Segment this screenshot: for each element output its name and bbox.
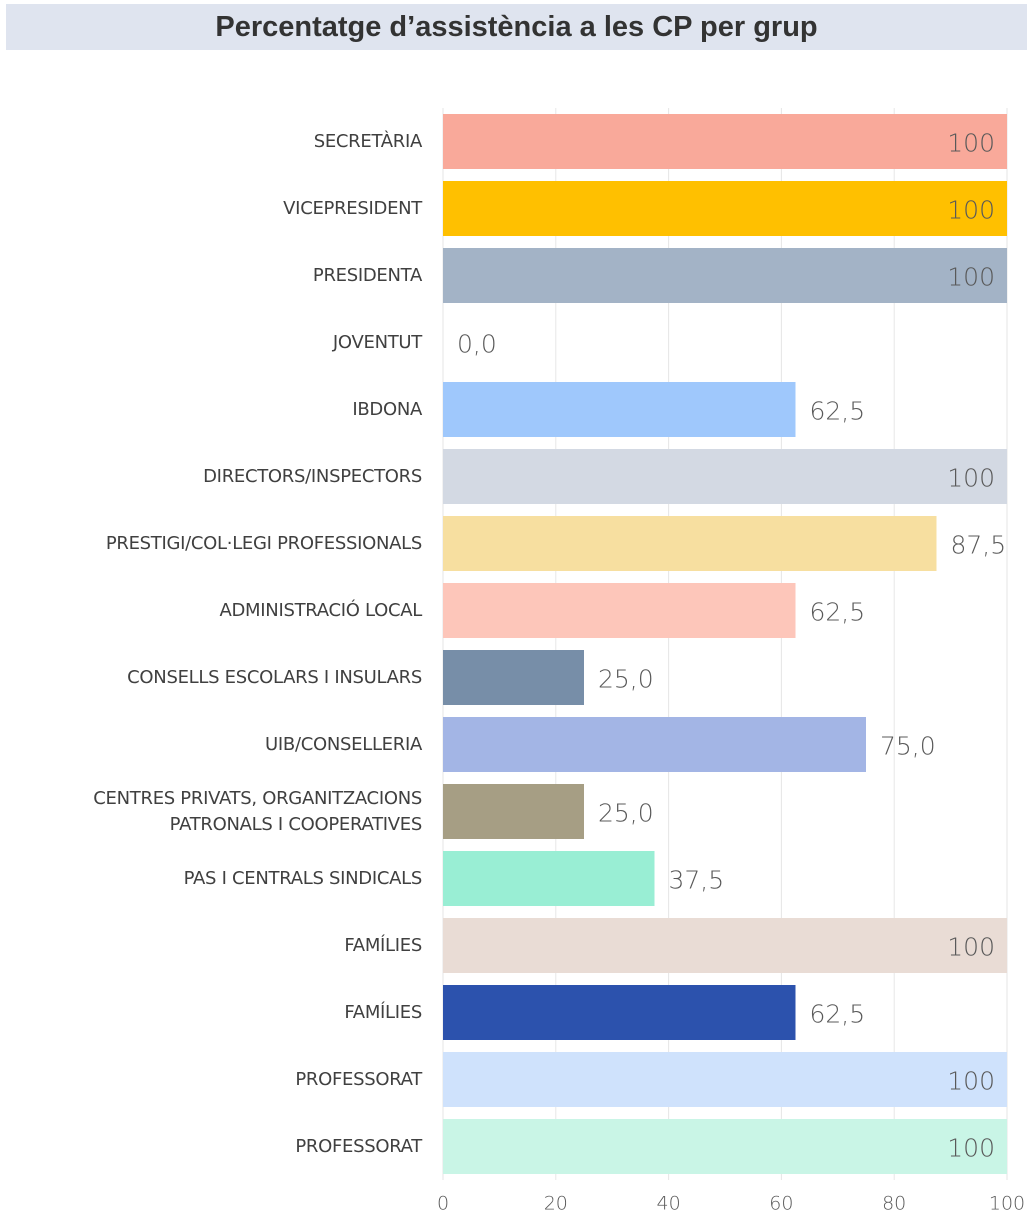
value-label: 25,0 bbox=[598, 799, 654, 828]
bar bbox=[443, 449, 1007, 504]
value-label: 25,0 bbox=[598, 665, 654, 694]
chart-title: Percentatge d’assistència a les CP per g… bbox=[6, 4, 1027, 50]
y-tick-label: JOVENTUT bbox=[332, 331, 422, 353]
y-tick-label: SECRETÀRIA bbox=[313, 130, 423, 152]
y-tick-label: FAMÍLIES bbox=[344, 1001, 422, 1023]
x-tick-label: 60 bbox=[769, 1193, 793, 1215]
y-tick-label: CONSELLS ESCOLARS I INSULARS bbox=[127, 666, 422, 688]
bar bbox=[443, 1119, 1007, 1174]
y-tick-label: IBDONA bbox=[352, 398, 422, 420]
x-tick-label: 20 bbox=[544, 1193, 568, 1215]
y-tick-label: PROFESSORAT bbox=[295, 1068, 422, 1090]
y-tick-label: CENTRES PRIVATS, ORGANITZACIONS PATRONAL… bbox=[93, 787, 422, 835]
value-label: 62,5 bbox=[810, 397, 866, 426]
bar bbox=[443, 851, 655, 906]
value-label: 100 bbox=[947, 129, 995, 158]
bar bbox=[443, 114, 1007, 169]
value-label: 37,5 bbox=[669, 866, 725, 895]
bar bbox=[443, 1052, 1007, 1107]
value-label: 87,5 bbox=[951, 531, 1007, 560]
bar bbox=[443, 248, 1007, 303]
y-tick-label: PRESIDENTA bbox=[312, 264, 422, 286]
bar bbox=[443, 181, 1007, 236]
y-tick-label: ADMINISTRACIÓ LOCAL bbox=[219, 599, 422, 621]
y-tick-label: UIB/CONSELLERIA bbox=[265, 733, 422, 755]
value-label: 100 bbox=[947, 196, 995, 225]
y-tick-label: DIRECTORS/INSPECTORS bbox=[203, 465, 422, 487]
value-label: 0,0 bbox=[457, 330, 497, 359]
value-label: 62,5 bbox=[810, 1000, 866, 1029]
value-label: 100 bbox=[947, 933, 995, 962]
y-tick-label: PROFESSORAT bbox=[295, 1135, 422, 1157]
value-label: 100 bbox=[947, 1067, 995, 1096]
y-tick-label: PRESTIGI/COL·LEGI PROFESSIONALS bbox=[105, 532, 422, 554]
bar bbox=[443, 382, 796, 437]
value-label: 100 bbox=[947, 1134, 995, 1163]
bar bbox=[443, 784, 584, 839]
x-tick-label: 100 bbox=[989, 1193, 1025, 1215]
value-label: 62,5 bbox=[810, 598, 866, 627]
y-tick-label: FAMÍLIES bbox=[344, 934, 422, 956]
value-label: 100 bbox=[947, 263, 995, 292]
bar bbox=[443, 918, 1007, 973]
bar bbox=[443, 985, 796, 1040]
y-tick-label: PAS I CENTRALS SINDICALS bbox=[183, 867, 423, 889]
value-label: 75,0 bbox=[880, 732, 936, 761]
bar bbox=[443, 650, 584, 705]
bar bbox=[443, 717, 866, 772]
bar bbox=[443, 583, 796, 638]
y-tick-label: VICEPRESIDENT bbox=[283, 197, 422, 219]
x-tick-label: 0 bbox=[437, 1193, 449, 1215]
x-tick-label: 80 bbox=[882, 1193, 906, 1215]
bar bbox=[443, 516, 937, 571]
value-label: 100 bbox=[947, 464, 995, 493]
x-tick-label: 40 bbox=[657, 1193, 681, 1215]
